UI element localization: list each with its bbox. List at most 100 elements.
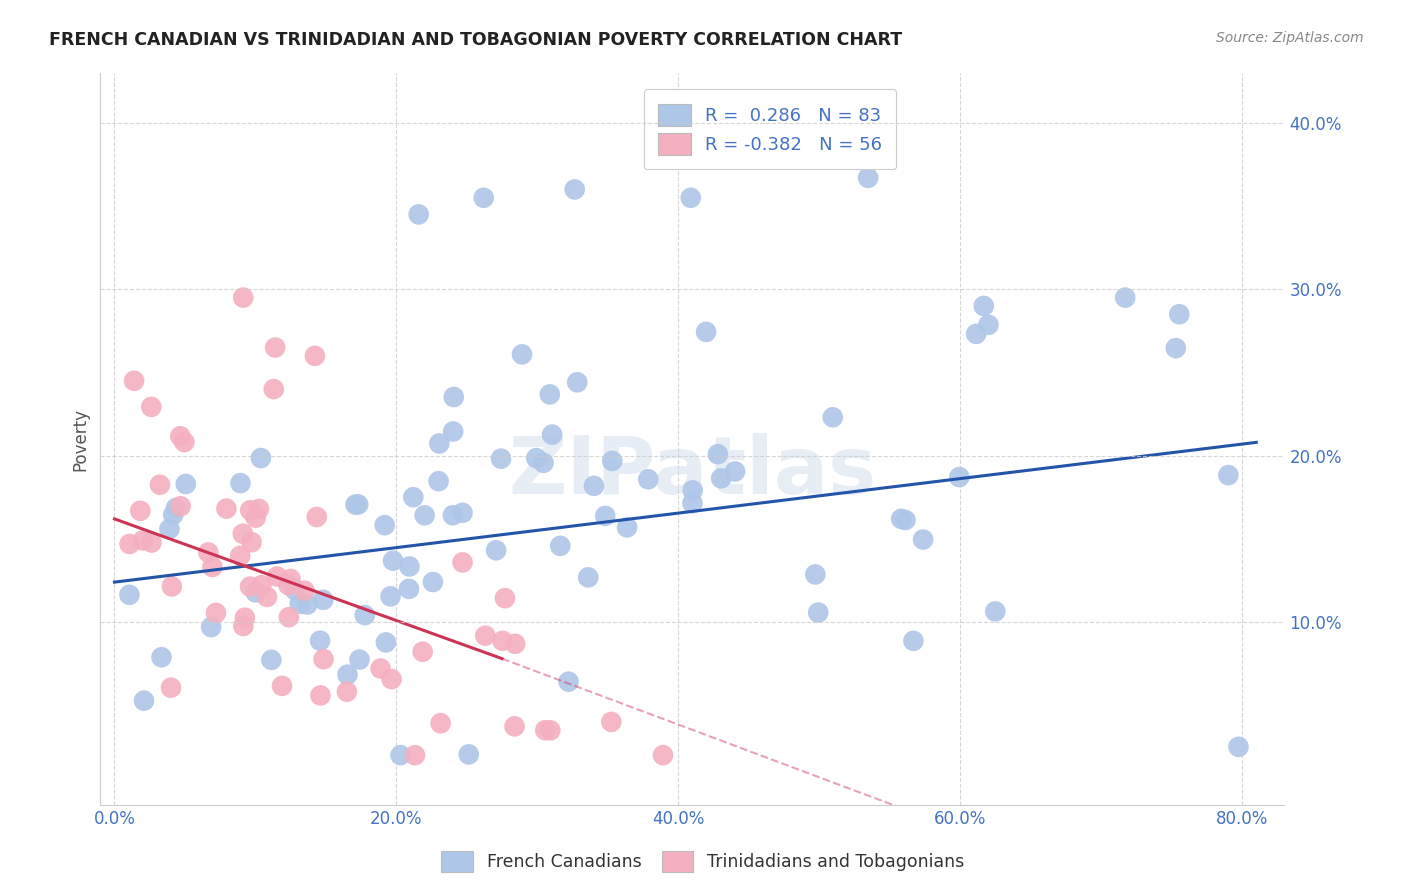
Point xyxy=(402,490,425,504)
Point xyxy=(239,580,262,594)
Point xyxy=(132,533,155,548)
Point xyxy=(412,645,434,659)
Point xyxy=(600,714,623,729)
Point xyxy=(681,496,703,510)
Point xyxy=(271,679,294,693)
Point xyxy=(441,508,464,523)
Point xyxy=(948,470,970,484)
Point xyxy=(413,508,436,523)
Point xyxy=(232,291,254,305)
Point xyxy=(534,723,557,738)
Point xyxy=(398,559,420,574)
Point xyxy=(557,674,579,689)
Point xyxy=(353,608,375,623)
Point xyxy=(894,513,917,527)
Point xyxy=(229,476,252,491)
Point xyxy=(600,454,623,468)
Point xyxy=(576,570,599,584)
Point xyxy=(374,518,396,533)
Point xyxy=(264,341,287,355)
Point xyxy=(229,549,252,563)
Point xyxy=(129,504,152,518)
Point xyxy=(374,635,396,649)
Point xyxy=(503,637,526,651)
Point xyxy=(679,191,702,205)
Point xyxy=(457,747,479,762)
Point xyxy=(370,661,392,675)
Point xyxy=(804,567,827,582)
Point xyxy=(474,629,496,643)
Legend: R =  0.286   N = 83, R = -0.382   N = 56: R = 0.286 N = 83, R = -0.382 N = 56 xyxy=(644,89,897,169)
Point xyxy=(149,477,172,491)
Point xyxy=(422,575,444,590)
Point xyxy=(245,585,267,599)
Point xyxy=(984,604,1007,618)
Point xyxy=(538,723,561,738)
Point xyxy=(821,410,844,425)
Point xyxy=(347,497,370,511)
Point xyxy=(695,325,717,339)
Point xyxy=(890,512,912,526)
Point xyxy=(427,474,450,488)
Point xyxy=(232,619,254,633)
Point xyxy=(266,569,288,583)
Point xyxy=(398,582,420,596)
Point xyxy=(1114,291,1136,305)
Point xyxy=(977,318,1000,332)
Point xyxy=(197,545,219,559)
Point xyxy=(280,572,302,586)
Point xyxy=(973,299,995,313)
Point xyxy=(277,610,299,624)
Point xyxy=(903,633,925,648)
Point xyxy=(616,520,638,534)
Point xyxy=(169,500,191,514)
Point xyxy=(141,400,163,414)
Text: FRENCH CANADIAN VS TRINIDADIAN AND TOBAGONIAN POVERTY CORRELATION CHART: FRENCH CANADIAN VS TRINIDADIAN AND TOBAG… xyxy=(49,31,903,49)
Point xyxy=(256,590,278,604)
Point xyxy=(1164,341,1187,355)
Point xyxy=(245,510,267,524)
Point xyxy=(118,537,141,551)
Point xyxy=(582,479,605,493)
Point xyxy=(205,606,228,620)
Legend: French Canadians, Trinidadians and Tobagonians: French Canadians, Trinidadians and Tobag… xyxy=(434,844,972,879)
Point xyxy=(429,716,451,731)
Point xyxy=(494,591,516,606)
Text: ZIPatlas: ZIPatlas xyxy=(508,434,876,511)
Point xyxy=(344,498,367,512)
Point xyxy=(856,170,879,185)
Point xyxy=(1168,307,1191,321)
Point xyxy=(232,526,254,541)
Point xyxy=(382,554,405,568)
Point xyxy=(260,653,283,667)
Point xyxy=(451,506,474,520)
Point xyxy=(240,535,263,549)
Point xyxy=(652,748,675,763)
Point xyxy=(247,502,270,516)
Point xyxy=(150,650,173,665)
Point xyxy=(524,451,547,466)
Point xyxy=(503,719,526,733)
Point xyxy=(485,543,508,558)
Point xyxy=(312,592,335,607)
Point xyxy=(564,182,586,196)
Point xyxy=(724,465,747,479)
Point xyxy=(309,689,332,703)
Point xyxy=(250,450,273,465)
Point xyxy=(1218,468,1240,483)
Point xyxy=(1227,739,1250,754)
Point xyxy=(427,436,450,450)
Point xyxy=(538,387,561,401)
Point xyxy=(239,503,262,517)
Point xyxy=(312,652,335,666)
Point xyxy=(510,347,533,361)
Point xyxy=(965,326,987,341)
Point xyxy=(541,427,564,442)
Text: Source: ZipAtlas.com: Source: ZipAtlas.com xyxy=(1216,31,1364,45)
Point xyxy=(174,477,197,491)
Point xyxy=(169,429,191,443)
Point xyxy=(160,579,183,593)
Point xyxy=(165,501,187,516)
Point xyxy=(297,598,319,612)
Point xyxy=(472,191,495,205)
